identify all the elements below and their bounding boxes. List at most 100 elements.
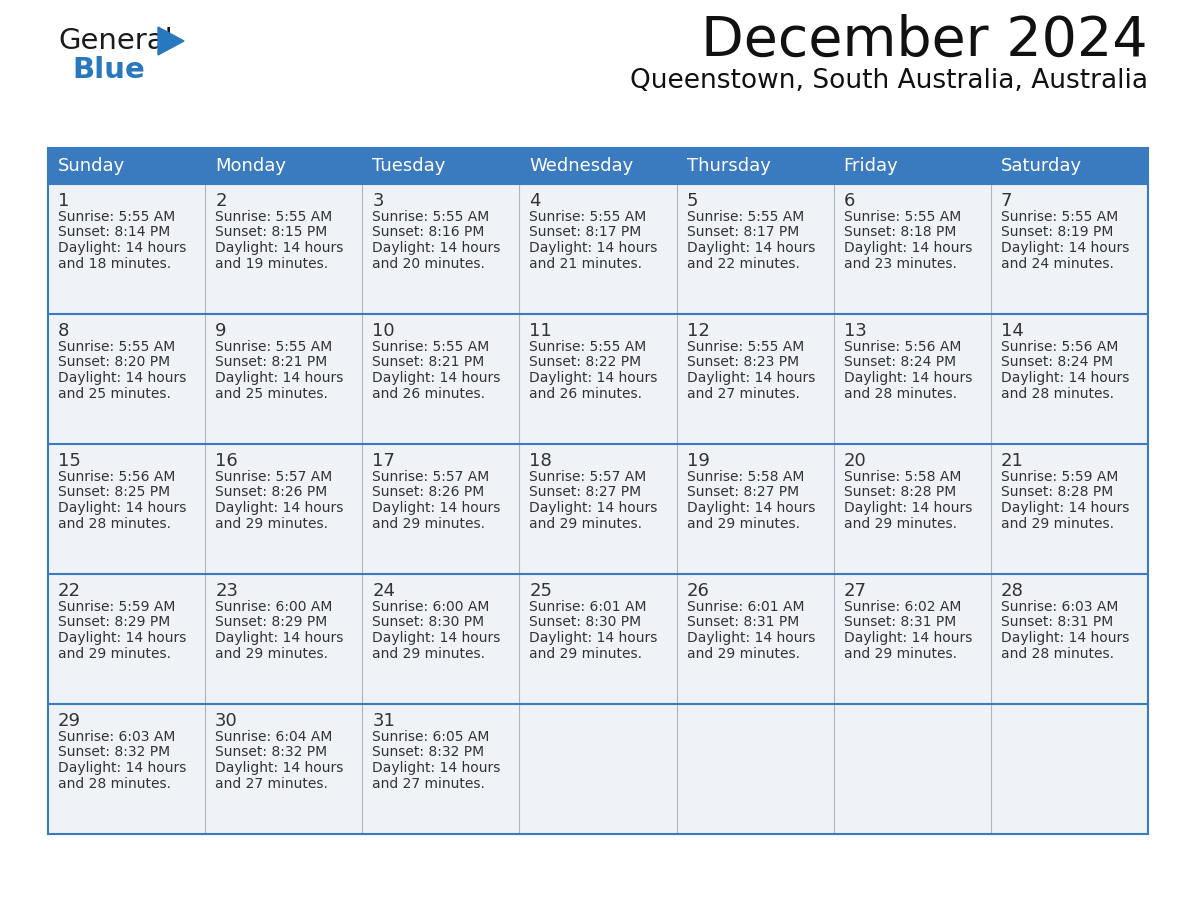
Text: Sunrise: 5:59 AM: Sunrise: 5:59 AM xyxy=(58,600,176,614)
Text: Daylight: 14 hours: Daylight: 14 hours xyxy=(687,371,815,385)
Text: Daylight: 14 hours: Daylight: 14 hours xyxy=(530,241,658,255)
Text: Sunrise: 5:55 AM: Sunrise: 5:55 AM xyxy=(372,210,489,224)
Text: Sunday: Sunday xyxy=(58,157,125,175)
Text: and 29 minutes.: and 29 minutes. xyxy=(687,517,800,531)
Text: Daylight: 14 hours: Daylight: 14 hours xyxy=(1000,631,1130,645)
Polygon shape xyxy=(158,27,184,55)
Text: Sunset: 8:27 PM: Sunset: 8:27 PM xyxy=(530,486,642,499)
Text: Sunrise: 5:55 AM: Sunrise: 5:55 AM xyxy=(843,210,961,224)
Text: Sunrise: 6:04 AM: Sunrise: 6:04 AM xyxy=(215,730,333,744)
Bar xyxy=(48,314,1148,444)
Text: Daylight: 14 hours: Daylight: 14 hours xyxy=(372,501,500,515)
Text: Sunset: 8:19 PM: Sunset: 8:19 PM xyxy=(1000,226,1113,240)
Text: 29: 29 xyxy=(58,712,81,730)
Text: and 29 minutes.: and 29 minutes. xyxy=(215,646,328,660)
Text: 4: 4 xyxy=(530,192,541,210)
Text: and 22 minutes.: and 22 minutes. xyxy=(687,256,800,271)
Text: Sunrise: 5:55 AM: Sunrise: 5:55 AM xyxy=(215,210,333,224)
Text: Sunset: 8:31 PM: Sunset: 8:31 PM xyxy=(843,615,956,630)
Text: Sunrise: 6:02 AM: Sunrise: 6:02 AM xyxy=(843,600,961,614)
Text: and 29 minutes.: and 29 minutes. xyxy=(530,646,643,660)
Text: Sunrise: 5:55 AM: Sunrise: 5:55 AM xyxy=(372,340,489,354)
Text: Daylight: 14 hours: Daylight: 14 hours xyxy=(58,501,187,515)
Text: 24: 24 xyxy=(372,582,396,600)
Text: Sunrise: 5:55 AM: Sunrise: 5:55 AM xyxy=(530,210,646,224)
Text: Sunrise: 6:00 AM: Sunrise: 6:00 AM xyxy=(372,600,489,614)
Text: 25: 25 xyxy=(530,582,552,600)
Text: Daylight: 14 hours: Daylight: 14 hours xyxy=(215,501,343,515)
Text: 12: 12 xyxy=(687,322,709,340)
Text: Daylight: 14 hours: Daylight: 14 hours xyxy=(58,241,187,255)
Text: Sunset: 8:30 PM: Sunset: 8:30 PM xyxy=(372,615,485,630)
Text: Sunset: 8:21 PM: Sunset: 8:21 PM xyxy=(372,355,485,370)
Text: 22: 22 xyxy=(58,582,81,600)
Text: Sunset: 8:22 PM: Sunset: 8:22 PM xyxy=(530,355,642,370)
Text: 2: 2 xyxy=(215,192,227,210)
Text: and 27 minutes.: and 27 minutes. xyxy=(372,777,485,790)
Text: Sunrise: 5:55 AM: Sunrise: 5:55 AM xyxy=(1000,210,1118,224)
Text: Sunrise: 6:00 AM: Sunrise: 6:00 AM xyxy=(215,600,333,614)
Text: 15: 15 xyxy=(58,452,81,470)
Text: Sunrise: 5:58 AM: Sunrise: 5:58 AM xyxy=(687,470,804,484)
Text: Daylight: 14 hours: Daylight: 14 hours xyxy=(215,241,343,255)
Text: and 19 minutes.: and 19 minutes. xyxy=(215,256,328,271)
Text: and 28 minutes.: and 28 minutes. xyxy=(58,777,171,790)
Text: and 26 minutes.: and 26 minutes. xyxy=(372,386,485,400)
Text: 13: 13 xyxy=(843,322,866,340)
Text: Sunset: 8:24 PM: Sunset: 8:24 PM xyxy=(1000,355,1113,370)
Text: Daylight: 14 hours: Daylight: 14 hours xyxy=(58,371,187,385)
Text: Sunrise: 5:58 AM: Sunrise: 5:58 AM xyxy=(843,470,961,484)
Text: and 29 minutes.: and 29 minutes. xyxy=(843,517,956,531)
Text: Sunset: 8:18 PM: Sunset: 8:18 PM xyxy=(843,226,956,240)
Text: and 29 minutes.: and 29 minutes. xyxy=(1000,517,1114,531)
Text: Daylight: 14 hours: Daylight: 14 hours xyxy=(372,241,500,255)
Text: Sunset: 8:32 PM: Sunset: 8:32 PM xyxy=(215,745,327,759)
Text: Sunrise: 5:55 AM: Sunrise: 5:55 AM xyxy=(687,210,804,224)
Text: Sunset: 8:25 PM: Sunset: 8:25 PM xyxy=(58,486,170,499)
Text: Daylight: 14 hours: Daylight: 14 hours xyxy=(843,241,972,255)
Text: Sunset: 8:29 PM: Sunset: 8:29 PM xyxy=(58,615,170,630)
Text: 5: 5 xyxy=(687,192,699,210)
Text: Daylight: 14 hours: Daylight: 14 hours xyxy=(530,631,658,645)
Text: Sunset: 8:26 PM: Sunset: 8:26 PM xyxy=(372,486,485,499)
Text: Queenstown, South Australia, Australia: Queenstown, South Australia, Australia xyxy=(630,68,1148,94)
Text: Wednesday: Wednesday xyxy=(530,157,633,175)
Text: Sunset: 8:28 PM: Sunset: 8:28 PM xyxy=(843,486,956,499)
Text: 3: 3 xyxy=(372,192,384,210)
Text: Sunset: 8:31 PM: Sunset: 8:31 PM xyxy=(1000,615,1113,630)
Text: 20: 20 xyxy=(843,452,866,470)
Text: Sunrise: 6:03 AM: Sunrise: 6:03 AM xyxy=(1000,600,1118,614)
Text: Daylight: 14 hours: Daylight: 14 hours xyxy=(372,631,500,645)
Text: Sunset: 8:15 PM: Sunset: 8:15 PM xyxy=(215,226,328,240)
Text: Daylight: 14 hours: Daylight: 14 hours xyxy=(843,371,972,385)
Text: and 29 minutes.: and 29 minutes. xyxy=(687,646,800,660)
Text: 18: 18 xyxy=(530,452,552,470)
Text: and 29 minutes.: and 29 minutes. xyxy=(843,646,956,660)
Text: Thursday: Thursday xyxy=(687,157,771,175)
Text: Sunrise: 5:57 AM: Sunrise: 5:57 AM xyxy=(215,470,333,484)
Text: Sunrise: 5:56 AM: Sunrise: 5:56 AM xyxy=(1000,340,1118,354)
Text: Sunset: 8:26 PM: Sunset: 8:26 PM xyxy=(215,486,328,499)
Text: Sunrise: 5:55 AM: Sunrise: 5:55 AM xyxy=(58,210,176,224)
Text: and 25 minutes.: and 25 minutes. xyxy=(215,386,328,400)
Text: Daylight: 14 hours: Daylight: 14 hours xyxy=(843,631,972,645)
Text: Blue: Blue xyxy=(72,56,145,84)
Text: Sunrise: 5:55 AM: Sunrise: 5:55 AM xyxy=(215,340,333,354)
Bar xyxy=(48,444,1148,574)
Text: Sunset: 8:30 PM: Sunset: 8:30 PM xyxy=(530,615,642,630)
Bar xyxy=(48,574,1148,704)
Text: Daylight: 14 hours: Daylight: 14 hours xyxy=(215,371,343,385)
Text: Sunset: 8:24 PM: Sunset: 8:24 PM xyxy=(843,355,956,370)
Text: Daylight: 14 hours: Daylight: 14 hours xyxy=(843,501,972,515)
Text: Daylight: 14 hours: Daylight: 14 hours xyxy=(687,501,815,515)
Text: and 29 minutes.: and 29 minutes. xyxy=(372,517,485,531)
Text: and 21 minutes.: and 21 minutes. xyxy=(530,256,643,271)
Text: and 23 minutes.: and 23 minutes. xyxy=(843,256,956,271)
Text: 9: 9 xyxy=(215,322,227,340)
Text: General: General xyxy=(58,27,172,55)
Text: Sunset: 8:23 PM: Sunset: 8:23 PM xyxy=(687,355,798,370)
Text: Daylight: 14 hours: Daylight: 14 hours xyxy=(372,761,500,775)
Text: and 24 minutes.: and 24 minutes. xyxy=(1000,256,1113,271)
Text: and 27 minutes.: and 27 minutes. xyxy=(215,777,328,790)
Text: 21: 21 xyxy=(1000,452,1024,470)
